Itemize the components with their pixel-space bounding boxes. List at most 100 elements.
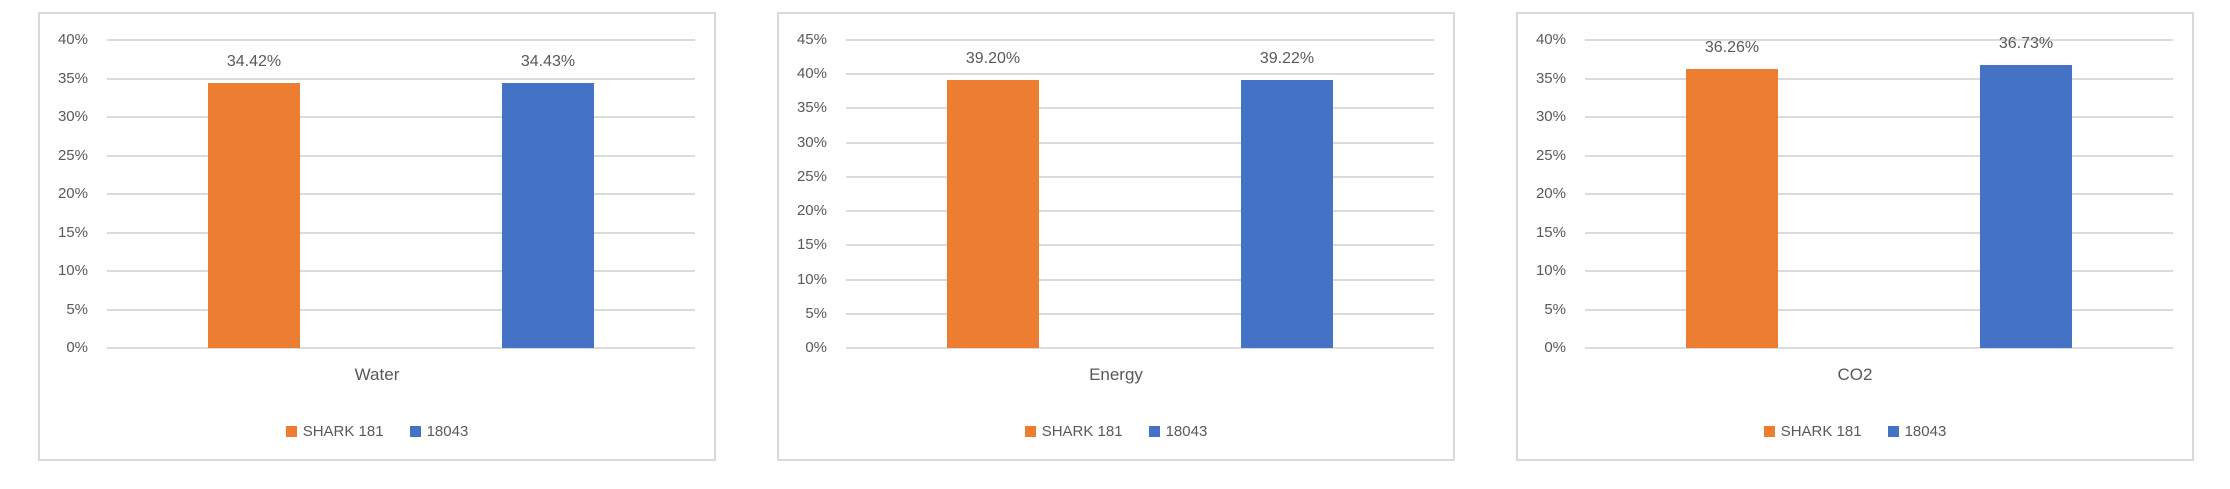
data-label-shark-181: 34.42% <box>226 52 282 70</box>
gridline-30pct <box>107 116 695 118</box>
y-tick-label: 5% <box>805 304 827 322</box>
gridline-35pct <box>1585 77 2173 80</box>
y-tick-label: 10% <box>57 262 88 279</box>
y-tick-label: 35% <box>1535 69 1566 87</box>
gridline-10pct <box>107 270 695 272</box>
gridline-25pct <box>846 175 1434 178</box>
y-tick-label: 30% <box>57 108 88 125</box>
gridline-40pct <box>846 73 1434 76</box>
data-label-shark-181: 39.20% <box>965 49 1021 67</box>
charts-row: 34.42% 34.43% 40% 35% 30% 25% 20% 15% 10% 5% 0% W… <box>38 12 2194 461</box>
y-tick-label: 0% <box>66 339 88 356</box>
data-label-18043: 34.43% <box>520 52 576 70</box>
y-tick-label: 15% <box>796 236 827 254</box>
category-axis-label: Energy <box>1089 365 1143 384</box>
legend-label: SHARK 181 <box>1780 423 1862 440</box>
category-axis-label: CO2 <box>1837 365 1873 384</box>
y-tick-label: 20% <box>57 185 88 202</box>
gridline-30pct <box>846 141 1434 144</box>
legend-swatch-icon <box>409 426 421 437</box>
legend-item-18043: 18043 <box>1148 423 1208 440</box>
y-tick-label: 35% <box>796 99 827 117</box>
gridline-0pct <box>107 347 695 349</box>
y-tick-label: 25% <box>796 167 827 185</box>
y-tick-label: 0% <box>1544 339 1566 356</box>
y-tick-label: 15% <box>57 223 88 241</box>
legend: SHARK 181 18043 <box>779 423 1453 440</box>
y-tick-label: 5% <box>1544 300 1566 318</box>
y-tick-label: 40% <box>1535 31 1566 48</box>
legend-swatch-icon <box>285 426 297 437</box>
plot-area: 36.26% 36.73% <box>1585 35 2173 349</box>
legend-label: 18043 <box>426 423 469 440</box>
legend: SHARK 181 18043 <box>40 423 714 440</box>
y-tick-label: 20% <box>1535 185 1566 202</box>
gridline-25pct <box>1585 154 2173 157</box>
bar-18043 <box>502 82 594 348</box>
y-tick-label: 25% <box>57 146 88 164</box>
gridline-35pct <box>846 107 1434 110</box>
bar-shark-181 <box>208 82 300 348</box>
legend-item-18043: 18043 <box>1887 423 1947 440</box>
data-label-18043: 39.22% <box>1259 49 1315 67</box>
gridline-10pct <box>1585 270 2173 272</box>
gridline-10pct <box>846 278 1434 281</box>
legend-swatch-icon <box>1024 426 1036 437</box>
bar-shark-181 <box>1686 68 1778 348</box>
gridline-0pct <box>846 347 1434 349</box>
gridline-20pct <box>846 210 1434 213</box>
chart-co2: 36.26% 36.73% 40% 35% 30% 25% 20% 15% 10% 5% 0% C… <box>1516 12 2194 461</box>
legend-label: 18043 <box>1904 423 1947 440</box>
gridline-5pct <box>846 312 1434 315</box>
plot-area: 39.20% 39.22% <box>846 39 1434 349</box>
legend-swatch-icon <box>1887 426 1899 437</box>
gridline-15pct <box>1585 231 2173 234</box>
y-tick-label: 15% <box>1535 223 1566 241</box>
gridline-5pct <box>107 308 695 311</box>
data-label-18043: 36.73% <box>1998 35 2054 53</box>
y-axis-tick-labels: 40% 35% 30% 25% 20% 15% 10% 5% 0% <box>1518 31 1566 356</box>
data-label-shark-181: 36.26% <box>1704 38 1760 56</box>
gridline-40pct <box>1585 39 2173 41</box>
bar-shark-181 <box>947 79 1039 348</box>
gridline-5pct <box>1585 308 2173 311</box>
y-tick-label: 0% <box>805 339 827 356</box>
gridline-20pct <box>1585 193 2173 195</box>
y-tick-label: 40% <box>796 65 827 83</box>
gridline-0pct <box>1585 347 2173 349</box>
gridline-40pct <box>107 39 695 41</box>
y-axis-tick-labels: 40% 35% 30% 25% 20% 15% 10% 5% 0% <box>40 31 88 356</box>
legend-item-shark-181: SHARK 181 <box>285 423 384 440</box>
y-tick-label: 20% <box>796 202 827 220</box>
gridline-30pct <box>1585 116 2173 118</box>
chart-water: 34.42% 34.43% 40% 35% 30% 25% 20% 15% 10% 5% 0% W… <box>38 12 716 461</box>
y-tick-label: 40% <box>57 31 88 48</box>
gridline-20pct <box>107 193 695 195</box>
y-tick-label: 45% <box>796 31 827 48</box>
legend-label: SHARK 181 <box>302 423 384 440</box>
y-tick-label: 5% <box>66 300 88 318</box>
legend-item-shark-181: SHARK 181 <box>1763 423 1862 440</box>
legend-swatch-icon <box>1148 426 1160 437</box>
bar-18043 <box>1241 79 1333 348</box>
gridline-15pct <box>107 231 695 234</box>
legend: SHARK 181 18043 <box>1518 423 2192 440</box>
plot-area: 34.42% 34.43% <box>107 39 695 349</box>
y-tick-label: 30% <box>1535 108 1566 125</box>
legend-label: SHARK 181 <box>1041 423 1123 440</box>
chart-energy: 39.20% 39.22% 45% 40% 35% 30% 25% 20% 15% 10% 5% 0… <box>777 12 1455 461</box>
bar-18043 <box>1980 65 2072 348</box>
legend-item-shark-181: SHARK 181 <box>1024 423 1123 440</box>
y-tick-label: 25% <box>1535 146 1566 164</box>
gridline-25pct <box>107 154 695 157</box>
category-axis-label: Water <box>354 365 400 384</box>
legend-item-18043: 18043 <box>409 423 469 440</box>
legend-swatch-icon <box>1763 426 1775 437</box>
y-tick-label: 30% <box>796 133 827 151</box>
legend-label: 18043 <box>1165 423 1208 440</box>
gridline-35pct <box>107 77 695 80</box>
y-tick-label: 10% <box>796 270 827 288</box>
gridline-45pct <box>846 39 1434 41</box>
y-tick-label: 35% <box>57 69 88 87</box>
